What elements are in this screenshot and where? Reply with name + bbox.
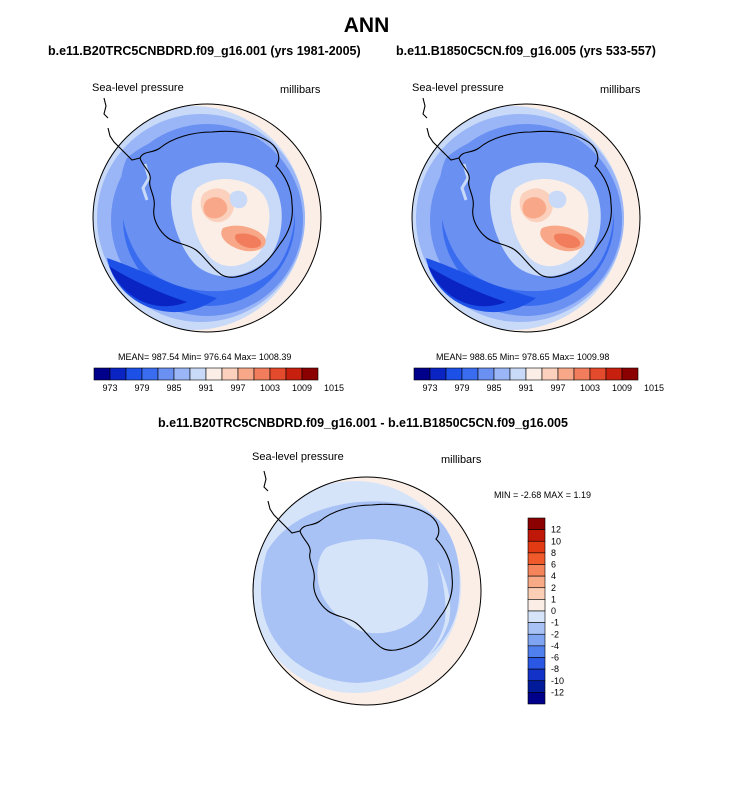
panel2-colorbar-swatch — [589, 367, 607, 381]
panel1-map — [92, 97, 322, 333]
diff-colorbar-tick-label: 8 — [551, 548, 556, 558]
diff-variable-label: Sea-level pressure — [252, 451, 344, 463]
panel1-colorbar-tick-label: 1009 — [292, 383, 312, 393]
panel1-colorbar-swatch — [93, 367, 111, 381]
diff-colorbar-swatch — [527, 692, 546, 705]
panel2-colorbar: 973 979 985 991 997 1003 1009 1015 — [413, 367, 664, 393]
diff-colorbar-tick-label: -4 — [551, 641, 559, 651]
diff-colorbar-swatch — [527, 668, 546, 682]
panel1-colorbar-tick-label: 997 — [230, 383, 245, 393]
diff-colorbar-tick-label: -8 — [551, 664, 559, 674]
diff-colorbar-tick-label: 2 — [551, 583, 556, 593]
panel1-colorbar-tick-label: 991 — [198, 383, 213, 393]
panel2-colorbar-swatch — [573, 367, 591, 381]
panel2-variable-label: Sea-level pressure — [412, 82, 504, 94]
panel2-title: b.e11.B1850C5CN.f09_g16.005 (yrs 533-557… — [396, 44, 656, 58]
panel1-colorbar-tick-label: 1003 — [260, 383, 280, 393]
panel2-colorbar-tick-label: 1003 — [580, 383, 600, 393]
panel2-colorbar-swatch — [461, 367, 479, 381]
panel2-colorbar-swatch — [509, 367, 527, 381]
diff-colorbar-swatch — [527, 610, 546, 623]
diff-colorbar-swatch — [527, 633, 546, 647]
panel1-colorbar-swatch — [221, 367, 239, 381]
diff-colorbar-swatch — [527, 552, 546, 565]
panel2-colorbar-swatch — [621, 367, 639, 381]
panel1-colorbar-swatch — [109, 367, 127, 381]
diff-colorbar-swatch — [527, 564, 546, 577]
diff-colorbar-tick-label: 4 — [551, 571, 556, 581]
diff-colorbar-swatch — [527, 517, 546, 530]
panel2-stats: MEAN= 988.65 Min= 978.65 Max= 1009.98 — [436, 352, 610, 362]
panel2-colorbar-swatch — [413, 367, 431, 381]
diff-colorbar-tick-label: 1 — [551, 594, 556, 604]
diff-colorbar-swatch — [527, 575, 546, 589]
diff-colorbar-swatch — [527, 645, 546, 658]
diff-colorbar-tick-label: 10 — [551, 536, 561, 546]
panel1-colorbar-swatch — [205, 367, 223, 381]
panel1-colorbar-swatch — [173, 367, 191, 381]
panel2-colorbar-swatch — [557, 367, 575, 381]
panel2-colorbar-swatch — [525, 367, 543, 381]
diff-colorbar-swatch — [527, 529, 546, 542]
panel2-units-label: millibars — [600, 84, 641, 96]
panel1-title: b.e11.B20TRC5CNBDRD.f09_g16.001 (yrs 198… — [48, 44, 361, 58]
panel2-colorbar-tick-label: 1015 — [644, 383, 664, 393]
diff-colorbar-tick-label: 0 — [551, 606, 556, 616]
panel1-colorbar-swatch — [141, 367, 159, 381]
diff-colorbar-tick-label: -2 — [551, 629, 559, 639]
diff-colorbar-tick-label: -1 — [551, 618, 559, 628]
diff-colorbar-swatch — [527, 657, 546, 670]
panel1-colorbar-swatch — [253, 367, 271, 381]
panel1-variable-label: Sea-level pressure — [92, 82, 184, 94]
diff-colorbar-swatch — [527, 622, 546, 635]
panel1-colorbar-swatch — [237, 367, 255, 381]
panel2-colorbar-swatch — [493, 367, 511, 381]
panel1-colorbar-tick-label: 1015 — [324, 383, 344, 393]
diff-colorbar-tick-label: 6 — [551, 560, 556, 570]
figure-title: ANN — [343, 14, 390, 37]
panel2-colorbar-tick-label: 997 — [550, 383, 565, 393]
panel1-colorbar-tick-label: 985 — [166, 383, 181, 393]
panel2-colorbar-tick-label: 985 — [486, 383, 501, 393]
diff-colorbar-tick-label: -12 — [551, 687, 564, 697]
panel1-colorbar-swatch — [125, 367, 143, 381]
diff-colorbar-swatch — [527, 540, 546, 554]
diff-colorbar-swatch — [527, 599, 546, 612]
panel2-colorbar-swatch — [541, 367, 559, 381]
diff-colorbar-tick-label: -6 — [551, 653, 559, 663]
panel1-colorbar-tick-label: 973 — [102, 383, 117, 393]
panel2-colorbar-swatch — [605, 367, 623, 381]
diff-colorbar-swatch — [527, 680, 546, 693]
panel2-colorbar-swatch — [445, 367, 463, 381]
panel2-colorbar-swatch — [429, 367, 447, 381]
panel2-colorbar-tick-label: 991 — [518, 383, 533, 393]
panel1-colorbar: 973 979 985 991 997 1003 1009 1015 — [93, 367, 344, 393]
panel1-colorbar-swatch — [189, 367, 207, 381]
diff-colorbar-swatch — [527, 587, 546, 600]
diff-units-label: millibars — [441, 454, 482, 466]
panel1-colorbar-swatch — [301, 367, 319, 381]
panel1-colorbar-swatch — [157, 367, 175, 381]
panel1-colorbar-swatch — [285, 367, 303, 381]
panel2-colorbar-tick-label: 973 — [422, 383, 437, 393]
panel1-colorbar-swatch — [269, 367, 287, 381]
panel2-colorbar-tick-label: 979 — [454, 383, 469, 393]
panel1-units-label: millibars — [280, 84, 321, 96]
diff-colorbar-tick-label: 12 — [551, 525, 561, 535]
diff-stats: MIN = -2.68 MAX = 1.19 — [494, 490, 592, 500]
diff-panel-title: b.e11.B20TRC5CNBDRD.f09_g16.001 - b.e11.… — [158, 416, 568, 430]
panel1-stats: MEAN= 987.54 Min= 976.64 Max= 1008.39 — [118, 352, 292, 362]
panel2-map — [411, 97, 641, 333]
diff-map — [252, 470, 482, 706]
panel1-colorbar-tick-label: 979 — [134, 383, 149, 393]
panel2-colorbar-swatch — [477, 367, 495, 381]
diff-colorbar-tick-label: -10 — [551, 676, 564, 686]
panel2-colorbar-tick-label: 1009 — [612, 383, 632, 393]
